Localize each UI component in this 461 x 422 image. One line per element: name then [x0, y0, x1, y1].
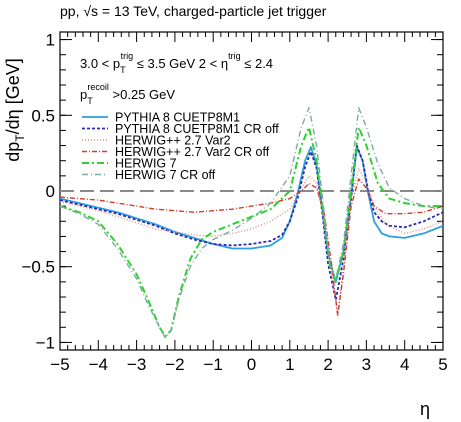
y-tick-label: 0.5 — [31, 106, 55, 125]
x-axis-label: η — [420, 399, 430, 419]
chart-header: pp, √s = 13 TeV, charged-particle jet tr… — [60, 3, 327, 19]
x-tick-label: 0 — [247, 355, 256, 374]
x-tick-label: −1 — [204, 355, 223, 374]
series-line-4 — [59, 126, 443, 338]
x-tick-label: 4 — [400, 355, 409, 374]
legend-entry-label: PYTHIA 8 CUETP8M1 — [115, 111, 240, 125]
legend-entry-label: HERWIG 7 — [115, 157, 177, 171]
y-axis-label-rest: /dη [GeV] — [3, 58, 23, 134]
x-tick-label: 1 — [285, 355, 294, 374]
annotations: 3.0 < pTtrig ≤ 3.5 GeV 2 < ηtrig ≤ 2.4 p… — [80, 51, 273, 106]
recoil-annotation: pTrecoil >0.25 GeV — [80, 82, 175, 106]
x-tick-label: 3 — [362, 355, 371, 374]
legend-entry-label: HERWIG++ 2.7 Var2 — [115, 134, 231, 148]
y-axis-label-sub: T — [13, 134, 27, 142]
y-axis-label: dpT/dη [GeV] — [3, 58, 27, 161]
x-tick-label: 2 — [323, 355, 332, 374]
x-tick-label: −3 — [127, 355, 146, 374]
y-tick-label: 0 — [46, 182, 55, 201]
x-tick-label: −2 — [165, 355, 184, 374]
svg-text:dpT/dη [GeV]: dpT/dη [GeV] — [3, 58, 27, 161]
y-tick-label: −1 — [36, 333, 55, 352]
series-line-1 — [59, 144, 444, 301]
series-line-3 — [59, 178, 444, 316]
x-tick-label: 5 — [438, 355, 447, 374]
legend-entry-label: PYTHIA 8 CUETP8M1 CR off — [115, 122, 279, 136]
x-tick-label: −4 — [89, 355, 108, 374]
series-line-2 — [59, 167, 444, 316]
y-axis-label-main: dp — [3, 142, 23, 162]
legend-entry-label: HERWIG++ 2.7 Var2 CR off — [115, 145, 270, 159]
series-line-0 — [59, 146, 444, 283]
series-lines — [59, 106, 444, 339]
pt-range-annotation: 3.0 < pTtrig ≤ 3.5 GeV 2 < ηtrig ≤ 2.4 — [80, 51, 273, 75]
y-tick-label: −0.5 — [21, 258, 55, 277]
axis-ticks: −5 −4 −3 −2 −1 0 1 2 3 4 5 −1 −0.5 0 0.5 1 — [21, 31, 447, 374]
x-tick-label: −5 — [50, 355, 69, 374]
y-tick-label: 1 — [46, 31, 55, 50]
legend-entry-label: HERWIG 7 CR off — [115, 168, 216, 182]
series-line-5 — [59, 106, 444, 339]
